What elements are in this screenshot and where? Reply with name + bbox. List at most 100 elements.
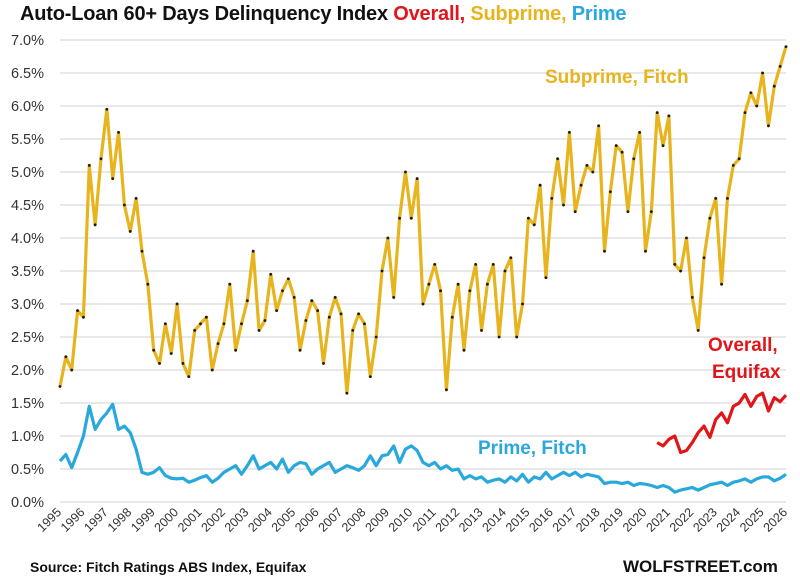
data-point: [649, 210, 653, 214]
data-point: [304, 319, 308, 322]
title-main: Auto-Loan 60+ Days Delinquency Index: [20, 3, 394, 25]
data-point: [509, 256, 513, 260]
data-point: [456, 282, 460, 286]
data-point: [275, 309, 279, 312]
x-tick-label: 1998: [105, 505, 135, 535]
data-point: [708, 216, 712, 220]
data-point: [632, 157, 636, 161]
data-point: [368, 375, 372, 378]
x-tick-label: 1997: [81, 505, 111, 535]
x-tick-label: 2021: [643, 505, 673, 535]
data-point: [673, 263, 677, 266]
title-prime: Prime: [566, 3, 627, 25]
data-point: [310, 299, 314, 303]
source-note: Source: Fitch Ratings ABS Index, Equifax: [30, 559, 307, 575]
x-tick-label: 2012: [433, 505, 463, 535]
data-point: [439, 289, 442, 293]
y-tick-label: 0.0%: [11, 495, 44, 511]
data-point: [281, 289, 284, 293]
data-point: [345, 391, 349, 395]
annotation-subprime: Subprime, Fitch: [545, 67, 689, 88]
data-point: [204, 315, 208, 319]
x-tick-label: 2007: [316, 505, 346, 535]
title-overall: Overall,: [393, 3, 466, 25]
x-tick-label: 2006: [292, 505, 322, 535]
data-point: [316, 309, 320, 312]
x-tick-label: 2017: [550, 505, 580, 535]
x-tick-label: 2000: [152, 505, 182, 535]
data-point: [644, 249, 647, 253]
data-point: [386, 236, 390, 240]
y-tick-label: 6.5%: [11, 66, 44, 82]
data-point: [772, 84, 776, 88]
x-tick-label: 2014: [480, 505, 510, 535]
data-point: [251, 249, 255, 253]
x-tick-label: 2022: [667, 505, 697, 535]
x-tick-label: 2018: [573, 505, 603, 535]
y-tick-label: 1.0%: [11, 429, 44, 445]
data-point: [298, 348, 302, 352]
data-point: [749, 91, 753, 95]
data-point: [620, 150, 624, 154]
data-point: [433, 263, 437, 266]
x-tick-label: 2020: [620, 505, 650, 535]
data-point: [626, 210, 630, 214]
data-point: [726, 197, 729, 200]
x-tick-label: 2023: [690, 505, 720, 535]
data-point: [638, 131, 642, 134]
x-tick-label: 2008: [339, 505, 369, 535]
data-point: [532, 223, 536, 227]
data-point: [123, 203, 126, 207]
chart-title: Auto-Loan 60+ Days Delinquency Index Ove…: [20, 3, 627, 26]
data-point: [690, 296, 694, 299]
data-point: [76, 309, 79, 312]
x-tick-label: 2026: [761, 505, 791, 535]
data-point: [714, 197, 718, 200]
data-point: [784, 45, 788, 48]
data-point: [603, 249, 606, 253]
data-point: [655, 111, 659, 114]
data-point: [526, 216, 530, 220]
data-point: [333, 296, 337, 299]
x-tick-label: 2004: [245, 505, 275, 535]
annotation-overall-line2: Equifax: [712, 362, 781, 383]
data-point: [573, 210, 577, 214]
data-point: [64, 355, 68, 359]
data-point: [257, 329, 261, 332]
x-tick-label: 2013: [456, 505, 486, 535]
data-point: [409, 216, 413, 220]
data-point: [427, 282, 431, 286]
data-point: [737, 157, 741, 161]
data-point: [497, 335, 501, 339]
data-point: [286, 277, 290, 281]
series-line-subprime-fitch: [58, 46, 788, 395]
data-point: [158, 362, 161, 365]
x-tick-label: 2005: [269, 505, 299, 535]
data-point: [521, 302, 524, 306]
data-point: [240, 322, 243, 326]
data-point: [228, 282, 232, 286]
data-point: [392, 296, 396, 299]
data-point: [755, 104, 759, 108]
data-point: [415, 177, 419, 181]
data-point: [503, 269, 507, 273]
data-point: [562, 203, 565, 207]
y-tick-label: 0.5%: [11, 462, 44, 478]
data-point: [720, 282, 723, 286]
data-point: [99, 157, 103, 161]
data-point: [743, 111, 747, 114]
data-point: [163, 322, 167, 326]
data-point: [731, 164, 735, 167]
data-point: [70, 368, 74, 372]
data-point: [544, 276, 548, 279]
y-tick-label: 2.5%: [11, 330, 44, 346]
data-point: [767, 124, 770, 128]
data-point: [292, 296, 296, 299]
data-point: [421, 302, 425, 306]
data-point: [404, 170, 407, 174]
x-tick-label: 2024: [714, 505, 744, 535]
y-tick-label: 6.0%: [11, 99, 44, 115]
y-tick-label: 1.5%: [11, 396, 44, 412]
y-tick-label: 3.0%: [11, 297, 44, 313]
data-point: [380, 269, 384, 273]
